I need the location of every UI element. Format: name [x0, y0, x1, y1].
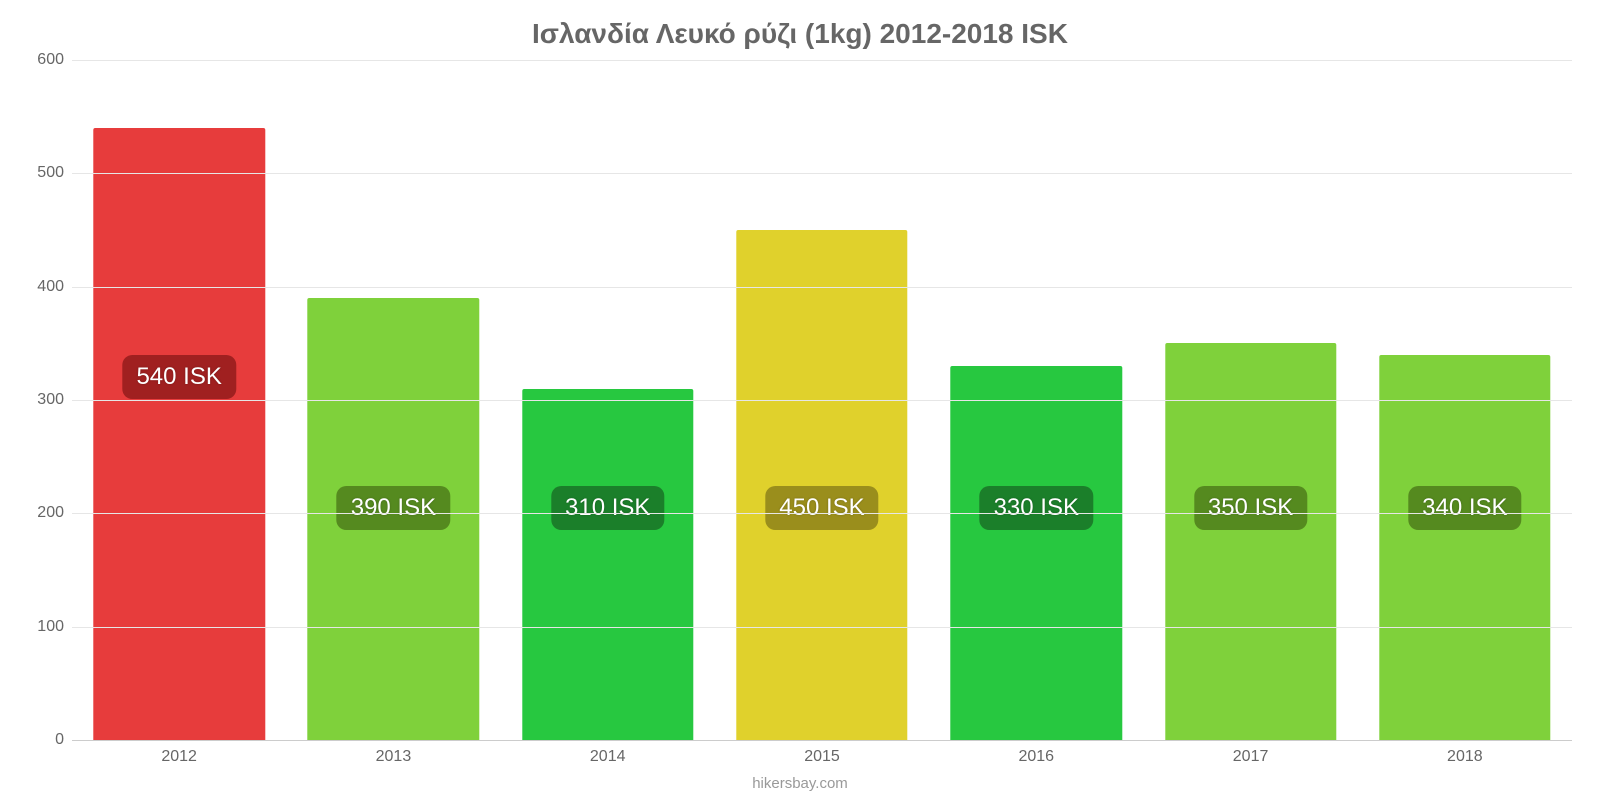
bar-value-badge: 330 ISK	[980, 486, 1093, 530]
bar	[93, 128, 264, 740]
y-tick-label: 0	[8, 731, 64, 749]
grid-line	[72, 60, 1572, 61]
bar	[1165, 343, 1336, 740]
bar-value-badge: 390 ISK	[337, 486, 450, 530]
x-tick-label: 2017	[1233, 748, 1269, 766]
plot-area: 540 ISK 390 ISK 310 ISK 450 ISK 330 ISK 350 I…	[72, 60, 1572, 740]
footnote-text: hikersbay.com	[752, 775, 848, 792]
y-tick-label: 400	[8, 278, 64, 296]
bar	[522, 389, 693, 740]
y-tick-label: 500	[8, 164, 64, 182]
x-tick-label: 2014	[590, 748, 626, 766]
x-tick-label: 2012	[161, 748, 197, 766]
grid-line	[72, 287, 1572, 288]
grid-line	[72, 513, 1572, 514]
y-tick-label: 300	[8, 391, 64, 409]
bar	[951, 366, 1122, 740]
grid-line	[72, 627, 1572, 628]
x-tick-label: 2015	[804, 748, 840, 766]
bar	[1379, 355, 1550, 740]
bar-value-badge: 350 ISK	[1194, 486, 1307, 530]
x-tick-label: 2013	[376, 748, 412, 766]
y-tick-label: 600	[8, 51, 64, 69]
grid-line	[72, 173, 1572, 174]
chart-title: Ισλανδία Λευκό ρύζι (1kg) 2012-2018 ISK	[0, 0, 1600, 50]
x-axis-line	[72, 740, 1572, 741]
y-tick-label: 200	[8, 504, 64, 522]
bar-value-badge: 310 ISK	[551, 486, 664, 530]
y-tick-label: 100	[8, 618, 64, 636]
bar-value-badge: 340 ISK	[1408, 486, 1521, 530]
grid-line	[72, 400, 1572, 401]
bar-value-badge: 450 ISK	[765, 486, 878, 530]
x-tick-label: 2018	[1447, 748, 1483, 766]
x-tick-label: 2016	[1018, 748, 1054, 766]
bar-value-badge: 540 ISK	[122, 355, 235, 399]
